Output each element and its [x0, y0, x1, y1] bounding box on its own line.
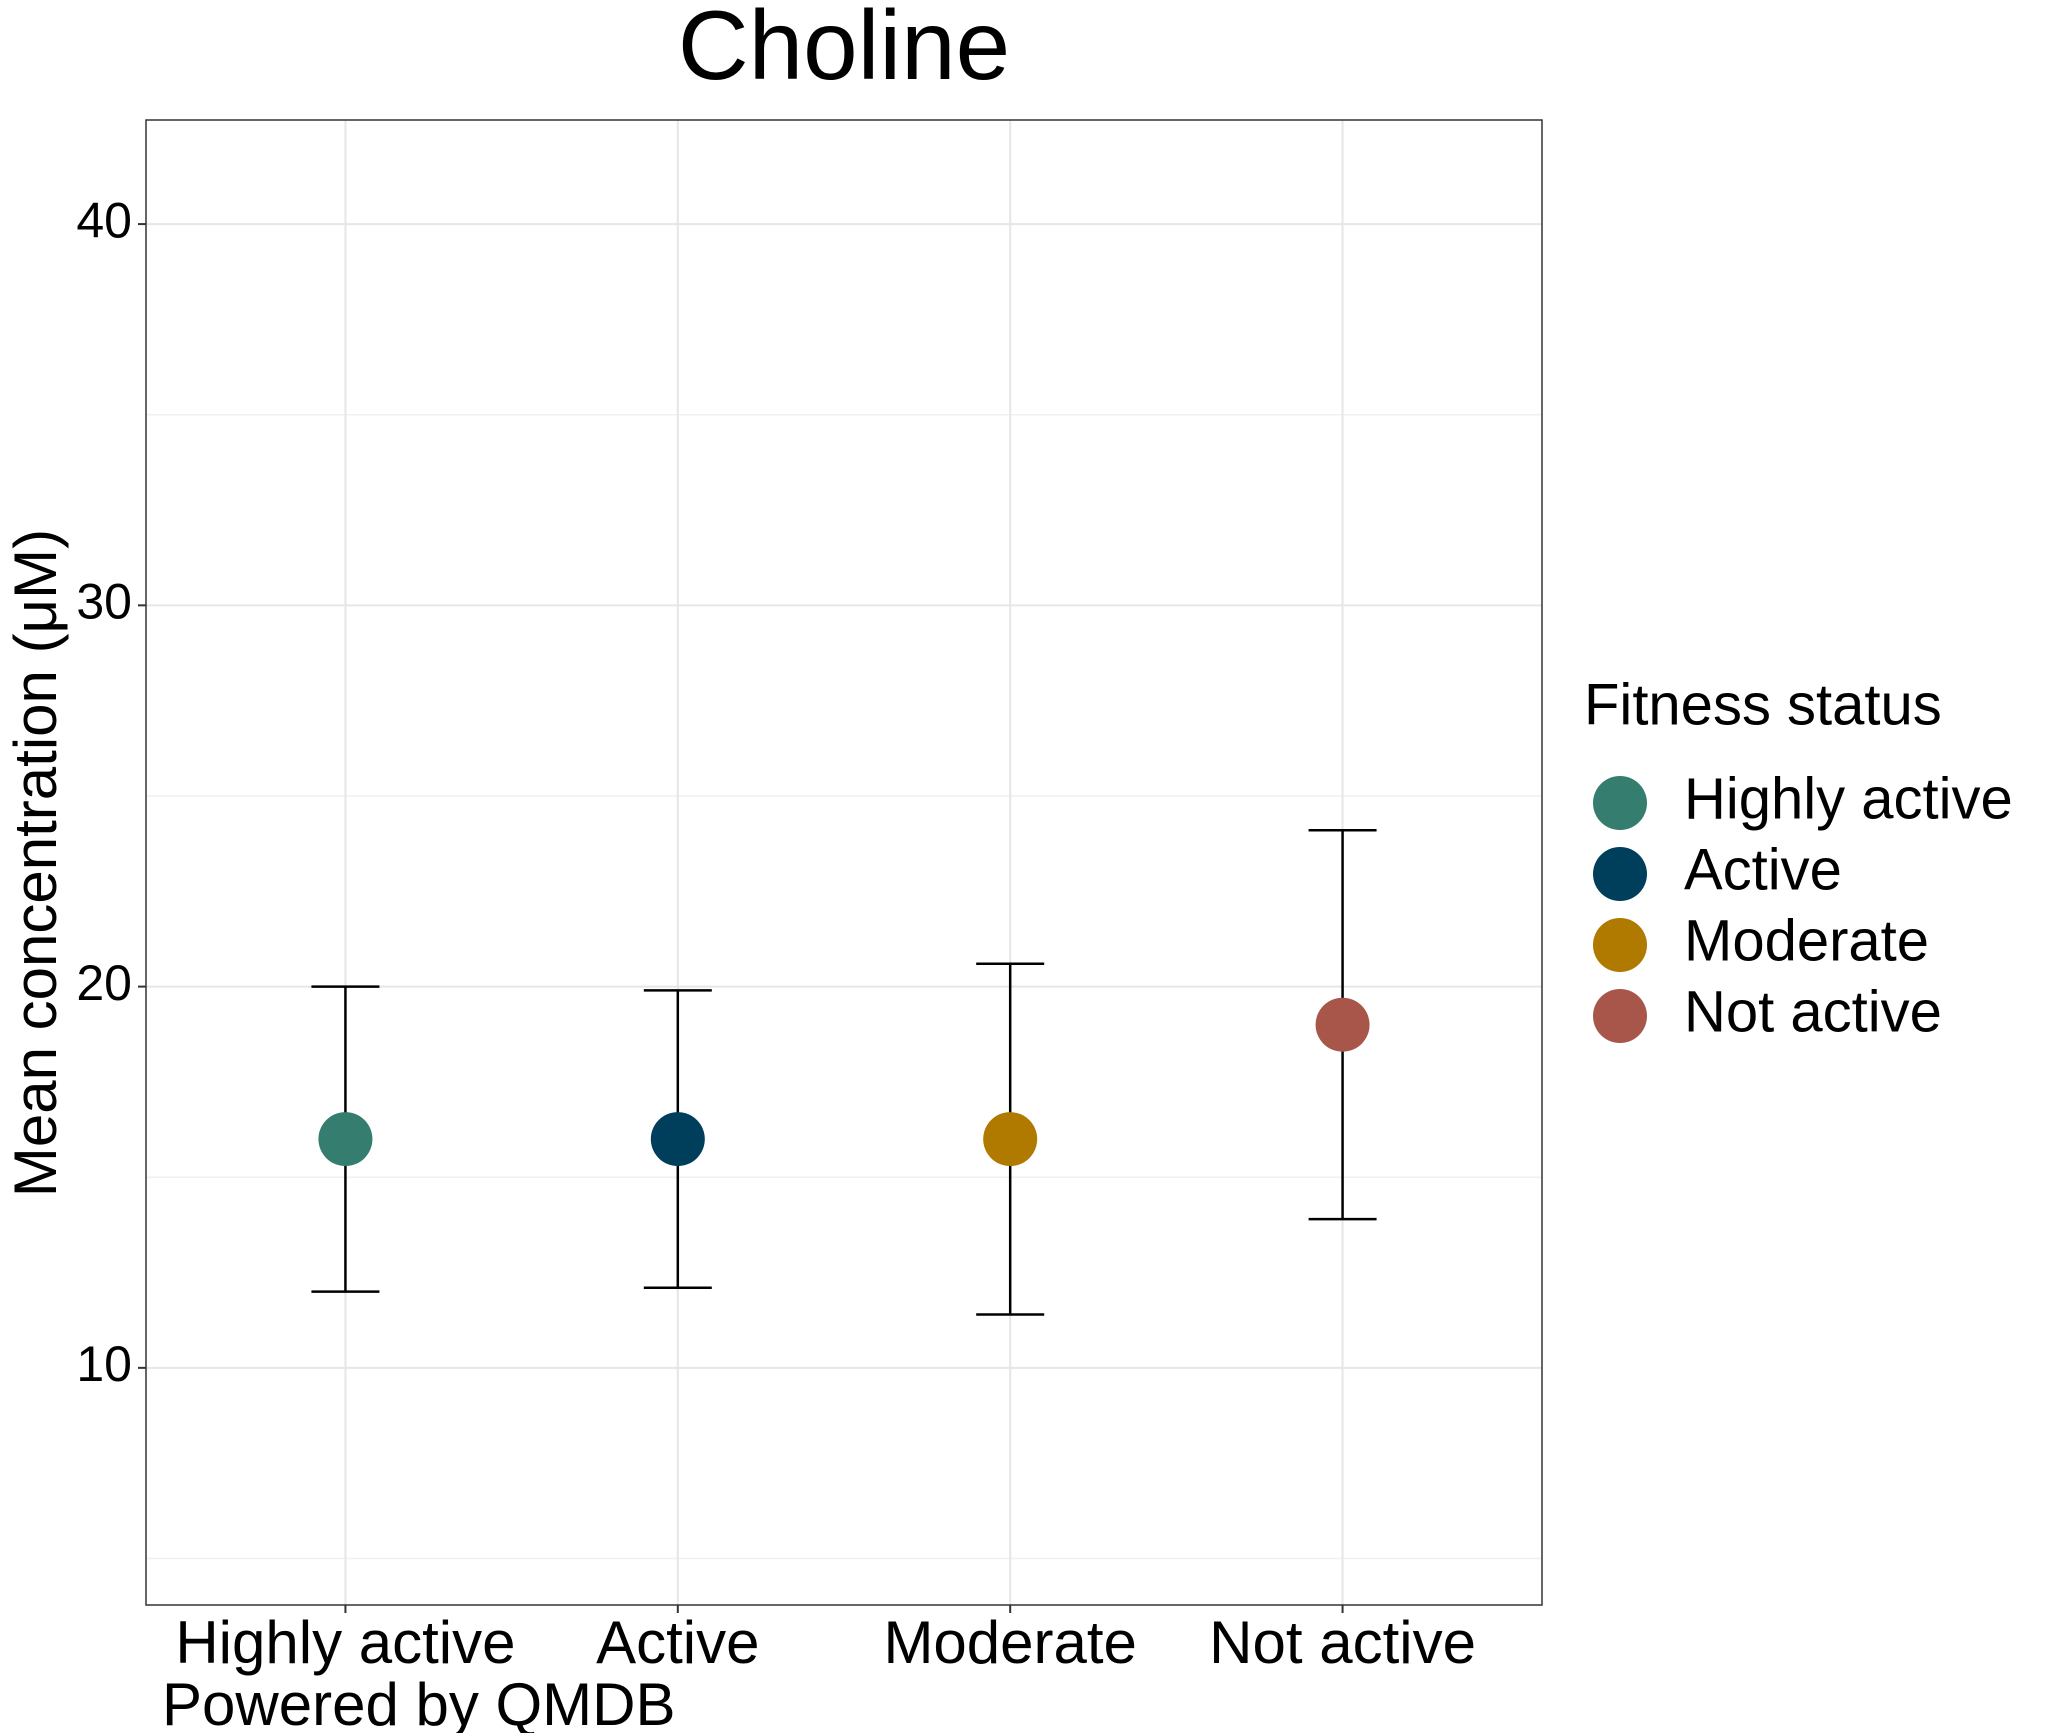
legend-key [1593, 847, 1647, 901]
chart-title: Choline [678, 0, 1010, 100]
legend-key [1593, 918, 1647, 972]
legend-label: Not active [1684, 979, 1942, 1044]
y-tick-label: 30 [76, 574, 132, 630]
y-tick-label: 20 [76, 955, 132, 1011]
point [983, 1112, 1038, 1167]
panel-border [145, 119, 1543, 1606]
x-tick-label: Moderate [883, 1609, 1136, 1676]
x-tick-label: Highly active [175, 1609, 515, 1676]
legend-label: Active [1684, 837, 1842, 902]
y-tick-label: 10 [76, 1336, 132, 1392]
legend-label: Moderate [1684, 908, 1929, 973]
y-axis-label: Mean concentration (μM) [2, 529, 69, 1197]
legend-key [1593, 989, 1647, 1043]
x-tick-label: Not active [1209, 1609, 1476, 1676]
legend-key [1593, 776, 1647, 830]
caption: Powered by QMDB [162, 1671, 676, 1733]
point [650, 1112, 705, 1167]
y-tick-label: 40 [76, 192, 132, 248]
legend-title: Fitness status [1584, 672, 1942, 737]
point [1315, 997, 1370, 1052]
legend-label: Highly active [1684, 766, 2013, 831]
point [318, 1112, 373, 1167]
x-tick-label: Active [596, 1609, 759, 1676]
